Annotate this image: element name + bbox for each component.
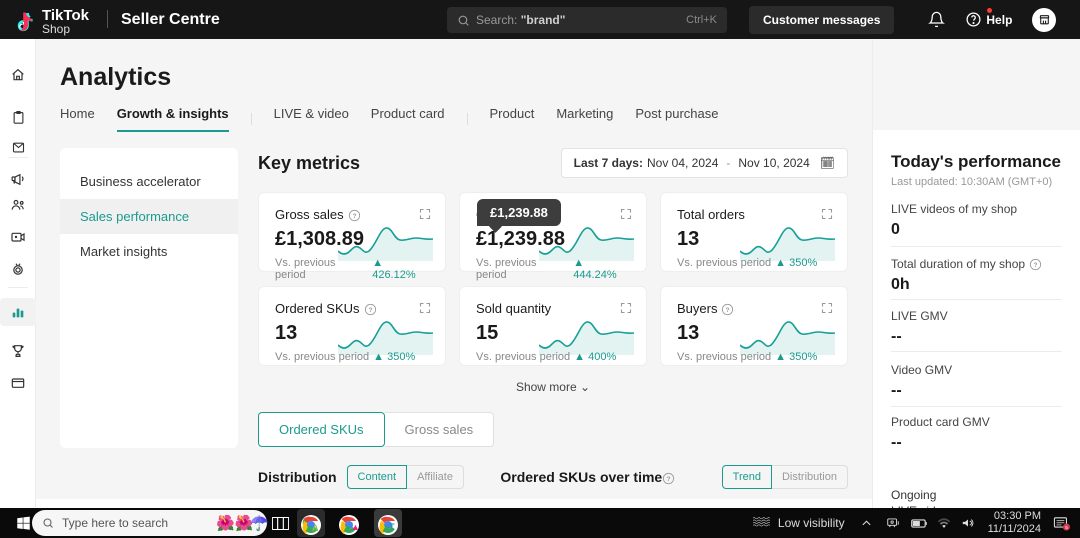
svg-text:?: ?: [667, 476, 671, 483]
svg-text:?: ?: [352, 213, 356, 220]
svg-text:5: 5: [1065, 525, 1068, 531]
svg-text:?: ?: [1034, 262, 1038, 269]
svg-text:?: ?: [726, 307, 730, 314]
svg-text:?: ?: [368, 307, 372, 314]
